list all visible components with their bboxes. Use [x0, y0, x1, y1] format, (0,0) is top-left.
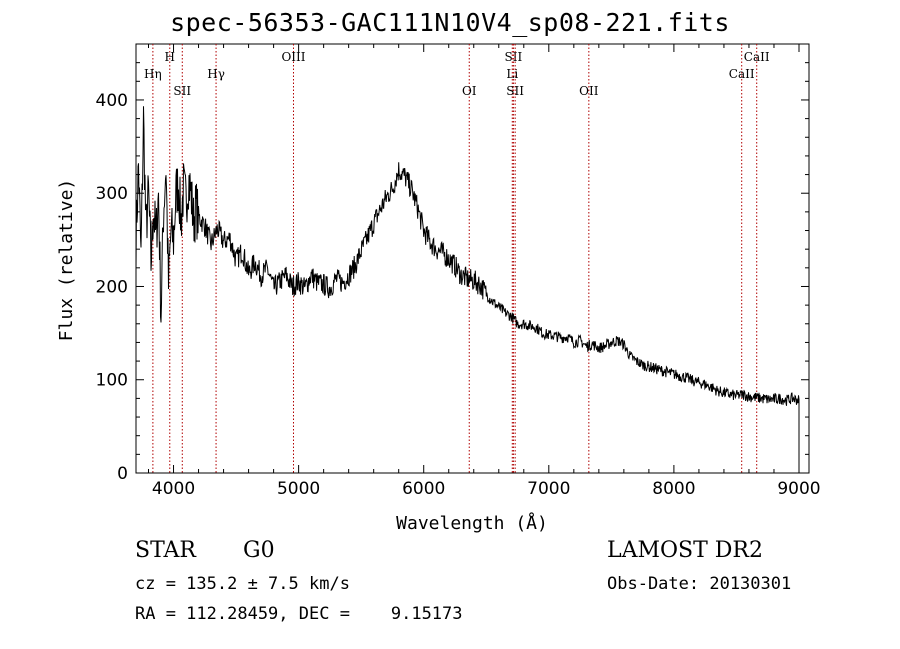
x-tick-label: 9000 — [777, 479, 820, 499]
axis-ticks: 4000 5000 6000 7000 8000 9000 0 100 200 300 400 — [96, 44, 821, 499]
spectral-line-label: CaII — [729, 67, 755, 81]
y-tick-label: 300 — [96, 184, 128, 204]
spectral-line-label: CaII — [744, 50, 770, 64]
y-axis-label: Flux (relative) — [56, 179, 77, 342]
x-tick-label: 5000 — [277, 479, 320, 499]
spectral-line-markers: HηH SII Hγ OIII OI SII Li SII OII CaII CaII — [144, 44, 770, 473]
y-tick-label: 100 — [96, 371, 128, 391]
spectral-line-label: Li — [506, 67, 518, 81]
x-tick-label: 8000 — [652, 479, 695, 499]
x-tick-label: 6000 — [402, 479, 445, 499]
spectral-line-label: Hη — [144, 67, 162, 81]
sky-coordinates: RA = 112.28459, DEC = 9.15173 — [135, 604, 463, 624]
spectrum-line — [135, 106, 800, 473]
y-tick-label: 0 — [117, 464, 128, 484]
spectral-line-label: SII — [505, 50, 523, 64]
spectral-line-label: SII — [506, 84, 524, 98]
spectral-line-label: OIII — [281, 50, 305, 64]
radial-velocity: cz = 135.2 ± 7.5 km/s — [135, 574, 350, 594]
object-class: STAR — [135, 538, 196, 563]
y-tick-label: 400 — [96, 91, 128, 111]
series-group — [135, 106, 800, 473]
plot-frame — [135, 43, 810, 474]
survey-name: LAMOST DR2 — [607, 538, 763, 563]
spectral-line-label: SII — [173, 84, 191, 98]
x-tick-label: 4000 — [152, 479, 195, 499]
x-axis-label: Wavelength (Å) — [396, 512, 548, 534]
spectral-line-label: OII — [579, 84, 599, 98]
object-subclass: G0 — [243, 538, 275, 563]
y-tick-label: 200 — [96, 277, 128, 297]
spectral-line-label: Hγ — [207, 67, 225, 81]
chart-title: spec-56353-GAC111N10V4_sp08-221.fits — [170, 8, 730, 37]
x-tick-label: 7000 — [527, 479, 570, 499]
spectral-line-label: H — [165, 50, 175, 64]
observation-date: Obs-Date: 20130301 — [607, 574, 792, 594]
spectral-line-label: OI — [462, 84, 477, 98]
